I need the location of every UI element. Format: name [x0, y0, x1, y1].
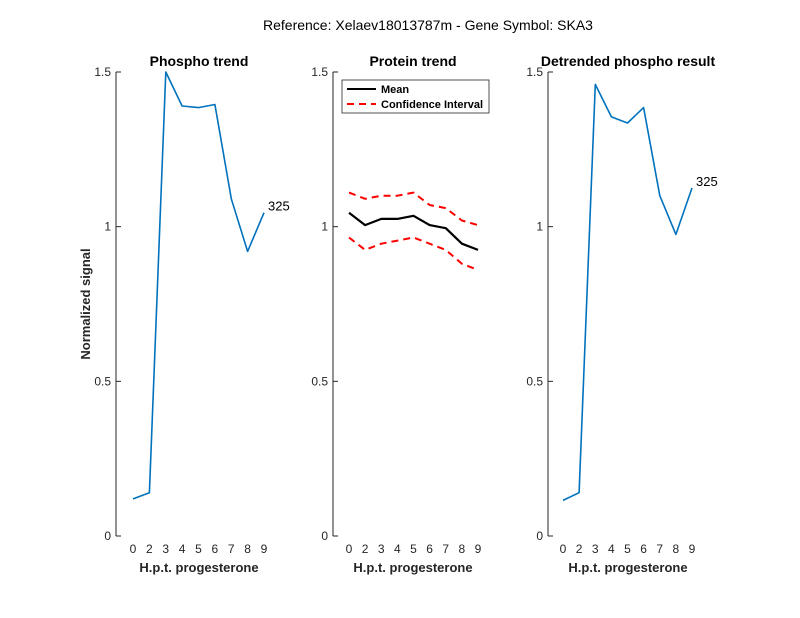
phospho-series	[132, 71, 265, 500]
detrended-x-tick-label: 4	[608, 542, 615, 556]
mean-line	[348, 211, 479, 251]
phospho-x-tick-label: 7	[228, 542, 235, 556]
protein-x-tick-label: 5	[410, 542, 417, 556]
legend-ci-label: Confidence Interval	[381, 99, 483, 111]
detrended-y-tick-label: 0	[536, 529, 543, 543]
protein-x-tick-label: 6	[426, 542, 433, 556]
detrended-line	[562, 83, 693, 502]
protein-x-tick-label: 4	[394, 542, 401, 556]
phospho-x-axis-label: H.p.t. progesterone	[139, 560, 258, 575]
detrended-y-ticks: 0 0.5 1 1.5	[526, 65, 553, 543]
phospho-x-tick-label: 3	[162, 542, 169, 556]
detrended-y-tick-label: 0.5	[526, 374, 543, 388]
protein-y-tick-label: 1	[321, 220, 328, 234]
phospho-y-ticks: 0 0.5 1 1.5	[94, 65, 121, 543]
protein-y-tick-label: 0	[321, 529, 328, 543]
figure-suptitle: Reference: Xelaev18013787m - Gene Symbol…	[263, 17, 593, 33]
protein-series	[348, 191, 479, 271]
detrended-phospho-title: Detrended phospho result	[541, 53, 716, 69]
phospho-line	[132, 71, 265, 500]
ci-lower-line	[348, 236, 479, 271]
protein-x-tick-label: 3	[378, 542, 385, 556]
protein-trend-title: Protein trend	[369, 53, 456, 69]
protein-y-tick-label: 1.5	[311, 65, 328, 79]
phospho-y-tick-label: 0.5	[94, 374, 111, 388]
ci-upper-line	[348, 191, 479, 227]
detrended-x-tick-label: 8	[673, 542, 680, 556]
protein-x-tick-label: 2	[362, 542, 369, 556]
detrended-x-tick-label: 2	[576, 542, 583, 556]
protein-x-axis-label: H.p.t. progesterone	[353, 560, 472, 575]
detrended-x-tick-label: 3	[592, 542, 599, 556]
y-axis-label: Normalized signal	[78, 248, 93, 359]
phospho-trend-title: Phospho trend	[150, 53, 249, 69]
detrended-x-axis-label: H.p.t. progesterone	[568, 560, 687, 575]
detrended-x-tick-label: 9	[689, 542, 696, 556]
phospho-y-tick-label: 0	[104, 529, 111, 543]
protein-legend: Mean Confidence Interval	[341, 79, 490, 114]
legend-mean-label: Mean	[381, 84, 409, 96]
detrended-peptide-annotation: 325	[696, 174, 718, 189]
detrended-x-tick-label: 6	[640, 542, 647, 556]
legend-box	[341, 79, 490, 114]
detrended-x-tick-label: 0	[560, 542, 567, 556]
detrended-x-tick-label: 7	[656, 542, 663, 556]
protein-x-tick-label: 7	[442, 542, 449, 556]
phospho-x-tick-label: 4	[179, 542, 186, 556]
protein-y-ticks: 0 0.5 1 1.5	[311, 65, 338, 543]
detrended-series	[562, 83, 693, 502]
protein-x-tick-label: 0	[346, 542, 353, 556]
phospho-x-tick-label: 5	[195, 542, 202, 556]
detrended-y-tick-label: 1.5	[526, 65, 543, 79]
phospho-peptide-annotation: 325	[268, 199, 290, 214]
phospho-x-tick-label: 9	[261, 542, 268, 556]
detrended-y-tick-label: 1	[536, 220, 543, 234]
phospho-x-tick-label: 2	[146, 542, 153, 556]
phospho-x-tick-label: 8	[244, 542, 251, 556]
phospho-x-tick-label: 0	[130, 542, 137, 556]
protein-y-tick-label: 0.5	[311, 374, 328, 388]
phospho-y-tick-label: 1.5	[94, 65, 111, 79]
phospho-y-tick-label: 1	[104, 220, 111, 234]
protein-x-tick-label: 9	[475, 542, 482, 556]
detrended-x-tick-label: 5	[624, 542, 631, 556]
protein-x-tick-label: 8	[459, 542, 466, 556]
phospho-x-tick-label: 6	[212, 542, 219, 556]
